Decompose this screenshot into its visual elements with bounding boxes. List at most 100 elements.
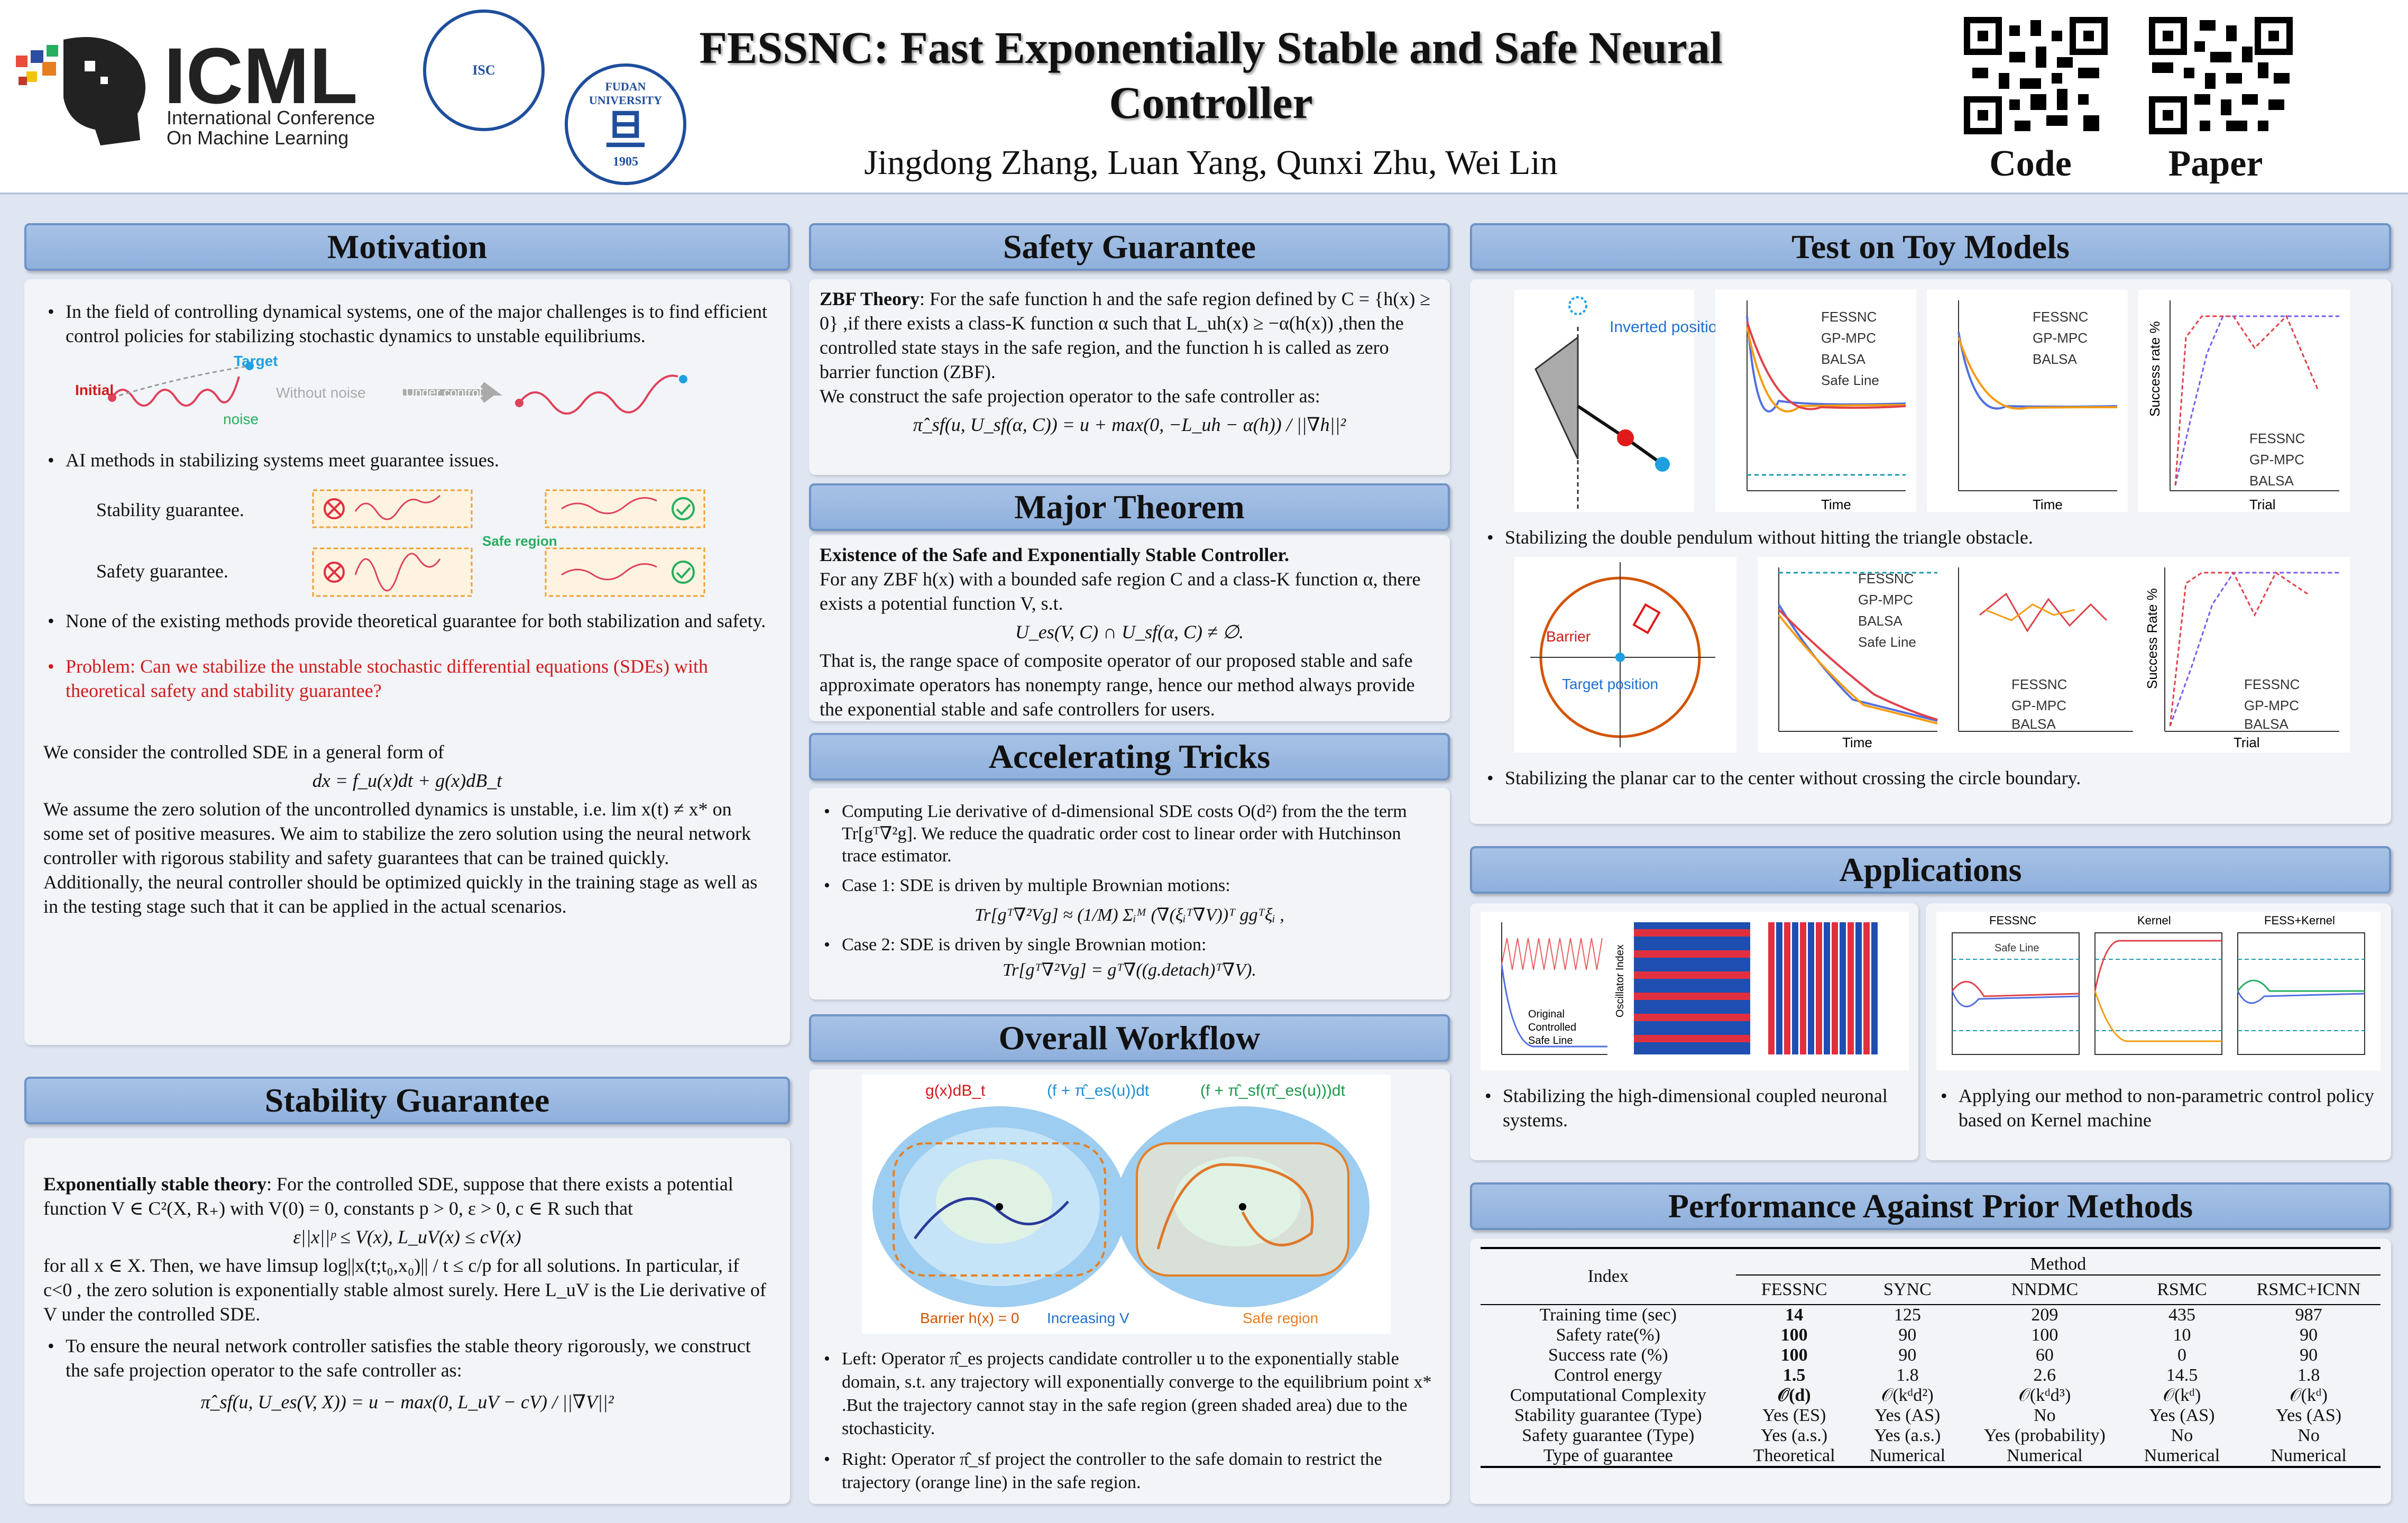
stability-guarantee-label: Stability guarantee.: [96, 499, 244, 520]
guarantee-figure: Stability guarantee. Safety guarantee. S…: [43, 480, 771, 601]
qr-code-icon[interactable]: [1962, 15, 2110, 136]
svg-text:Original: Original: [1528, 1008, 1565, 1020]
svg-text:GP-MPC: GP-MPC: [1858, 592, 1913, 608]
column-header: SYNC: [1883, 1280, 1932, 1299]
svg-text:On Machine Learning: On Machine Learning: [167, 127, 348, 149]
workflow-bullet-1: Left: Operator π̂_es projects candidate …: [820, 1347, 1439, 1441]
svg-text:Time: Time: [1821, 497, 1851, 512]
pendulum-figure: Inverted position Time FESSNC GP-MPC BAL…: [1514, 290, 2350, 512]
control-illustration: Initial Target noise Without noise Under…: [75, 353, 687, 427]
svg-text:International Conference: International Conference: [167, 107, 375, 129]
column-header: NNDMC: [2011, 1280, 2079, 1299]
stability-eq-2: π̂_sf(u, U_es(V, X)) = u − max(0, L_uV −…: [200, 1391, 614, 1412]
svg-text:Target position: Target position: [1562, 676, 1658, 692]
check-icon: [672, 561, 695, 584]
svg-text:GP-MPC: GP-MPC: [2011, 698, 2066, 713]
safety-eq: π̂_sf(u, U_sf(α, C)) = u + max(0, −L_uh …: [913, 414, 1346, 435]
zbf-head: ZBF Theory: [820, 288, 920, 309]
kernel-figure: FESSNC Kernel FESS+Kernel Safe Line: [1936, 912, 2381, 1070]
motivation-body: In the field of controlling dynamical sy…: [24, 279, 790, 1045]
svg-text:Barrier h(x) = 0: Barrier h(x) = 0: [920, 1310, 1019, 1326]
cross-icon: [324, 498, 345, 519]
svg-text:Controlled: Controlled: [1528, 1022, 1576, 1033]
workflow-header: Overall Workflow: [809, 1014, 1450, 1062]
table-row: Stability guarantee (Type) Yes (ES) Yes (A…: [1514, 1406, 2342, 1425]
svg-text:Without noise: Without noise: [276, 384, 366, 401]
svg-text:Target: Target: [234, 355, 278, 369]
stability-body: Exponentially stable theory: For the con…: [24, 1138, 790, 1504]
column-header: FESSNC: [1761, 1280, 1827, 1299]
applications-header: Applications: [1470, 846, 2391, 894]
check-icon: [672, 497, 695, 520]
tricks-body: Computing Lie derivative of d-dimensiona…: [809, 788, 1450, 999]
safety-header: Safety Guarantee: [809, 223, 1450, 271]
table-row: Control energy 1.5 1.8 2.6 14.5 1.8: [1554, 1365, 2320, 1385]
svg-text:Safe Line: Safe Line: [1821, 372, 1879, 388]
tricks-eq-2: Tr[gᵀ∇²Vg] = gᵀ∇((g.detach)ᵀ∇V).: [1003, 960, 1256, 980]
tricks-bullet-1: Computing Lie derivative of d-dimensiona…: [820, 801, 1439, 867]
qr-paper-label: Paper: [2168, 143, 2263, 184]
svg-text:BALSA: BALSA: [2011, 716, 2056, 732]
stability-paragraph: for all x ∈ X. Then, we have limsup log|…: [43, 1255, 766, 1325]
fudan-seal: FUDAN UNIVERSITY 旦 1905: [565, 63, 686, 185]
stability-header: Stability Guarantee: [24, 1077, 790, 1124]
car-figure: Barrier Target position Time FESSNC GP-M…: [1514, 557, 2350, 753]
zbf-text: : For the safe function h and the safe r…: [820, 288, 1431, 382]
svg-text:GP-MPC: GP-MPC: [1821, 330, 1876, 346]
tricks-bullet-2: Case 1: SDE is driven by multiple Browni…: [820, 875, 1439, 897]
svg-text:Success Rate %: Success Rate %: [2144, 588, 2160, 689]
stable-theory-text: : For the controlled SDE, suppose that t…: [43, 1173, 733, 1219]
svg-text:FESS+Kernel: FESS+Kernel: [2264, 914, 2335, 927]
authors: Jingdong Zhang, Luan Yang, Qunxi Zhu, We…: [864, 143, 1558, 182]
svg-text:Safe Line: Safe Line: [1528, 1035, 1573, 1047]
svg-text:Under control: Under control: [406, 386, 482, 400]
safety-paragraph: We construct the safe projection operato…: [820, 386, 1320, 407]
svg-text:Safe region: Safe region: [1243, 1310, 1318, 1326]
svg-text:FESSNC: FESSNC: [1858, 571, 1914, 586]
applications-right: FESSNC Kernel FESS+Kernel Safe Line Appl…: [1926, 903, 2391, 1160]
svg-text:BALSA: BALSA: [1858, 613, 1902, 629]
theorem-text-2: That is, the range space of composite op…: [820, 650, 1415, 720]
motivation-bullet-1: In the field of controlling dynamical sy…: [43, 299, 771, 348]
applications-caption-2: Applying our method to non-parametric co…: [1936, 1084, 2381, 1132]
motivation-paragraph: We assume the zero solution of the uncon…: [43, 799, 758, 917]
table-row: Type of guarantee Theoretical Numerical Num…: [1543, 1446, 2347, 1465]
svg-text:GP-MPC: GP-MPC: [2244, 698, 2299, 713]
svg-text:Success rate %: Success rate %: [2147, 321, 2163, 417]
workflow-body: g(x)dB_t (f + π̂_es(u))dt (f + π̂_sf(π̂_…: [809, 1069, 1450, 1504]
column-header: RSMC: [2157, 1280, 2207, 1299]
svg-text:Kernel: Kernel: [2137, 914, 2171, 927]
svg-text:FESSNC: FESSNC: [1821, 309, 1877, 325]
workflow-diagram: g(x)dB_t (f + π̂_es(u))dt (f + π̂_sf(π̂_…: [862, 1075, 1391, 1334]
toy-body: Inverted position Time FESSNC GP-MPC BAL…: [1470, 279, 2391, 824]
toy-caption-2: Stabilizing the planar car to the center…: [1483, 766, 2378, 790]
svg-text:Trial: Trial: [2234, 735, 2260, 750]
performance-header: Performance Against Prior Methods: [1470, 1182, 2391, 1230]
stability-bullet: To ensure the neural network controller …: [43, 1334, 771, 1382]
safety-guarantee-label: Safety guarantee.: [96, 561, 228, 582]
theorem-header: Major Theorem: [809, 483, 1450, 531]
poster-header: ICML International Conference On Machine…: [0, 0, 2408, 195]
icml-logo: ICML International Conference On Machine…: [5, 24, 407, 156]
qr-paper-icon[interactable]: [2147, 15, 2295, 136]
neuronal-figure: Original Controlled Safe Line Oscillator…: [1481, 912, 1909, 1070]
safety-body: ZBF Theory: For the safe function h and …: [809, 279, 1450, 475]
toy-header: Test on Toy Models: [1470, 223, 2391, 271]
svg-text:(f + π̂_sf(π̂_es(u)))dt: (f + π̂_sf(π̂_es(u)))dt: [1200, 1082, 1346, 1099]
svg-text:Safe Line: Safe Line: [1858, 634, 1916, 650]
svg-text:FESSNC: FESSNC: [2249, 430, 2305, 446]
svg-text:noise: noise: [223, 411, 259, 427]
svg-text:Safe Line: Safe Line: [1995, 942, 2039, 954]
tricks-header: Accelerating Tricks: [809, 733, 1450, 781]
svg-text:BALSA: BALSA: [2033, 351, 2077, 367]
table-row: Safety rate(%) 100 90 100 10 90: [1556, 1325, 2318, 1345]
svg-text:(f + π̂_es(u))dt: (f + π̂_es(u))dt: [1047, 1082, 1150, 1099]
motivation-bullet-3: None of the existing methods provide the…: [43, 609, 771, 633]
svg-text:Increasing V: Increasing V: [1047, 1310, 1129, 1326]
table-row: Training time (sec) 14 125 209 435 987: [1539, 1305, 2322, 1325]
motivation-header: Motivation: [24, 223, 790, 271]
performance-body: Index Method FESSNC SYNC NNDMC RSMC RSMC…: [1470, 1238, 2391, 1504]
tricks-bullet-3: Case 2: SDE is driven by single Brownian…: [820, 934, 1439, 956]
poster-title: FESSNC: Fast Exponentially Stable and Sa…: [699, 22, 1723, 128]
svg-text:Safe region: Safe region: [482, 533, 557, 549]
